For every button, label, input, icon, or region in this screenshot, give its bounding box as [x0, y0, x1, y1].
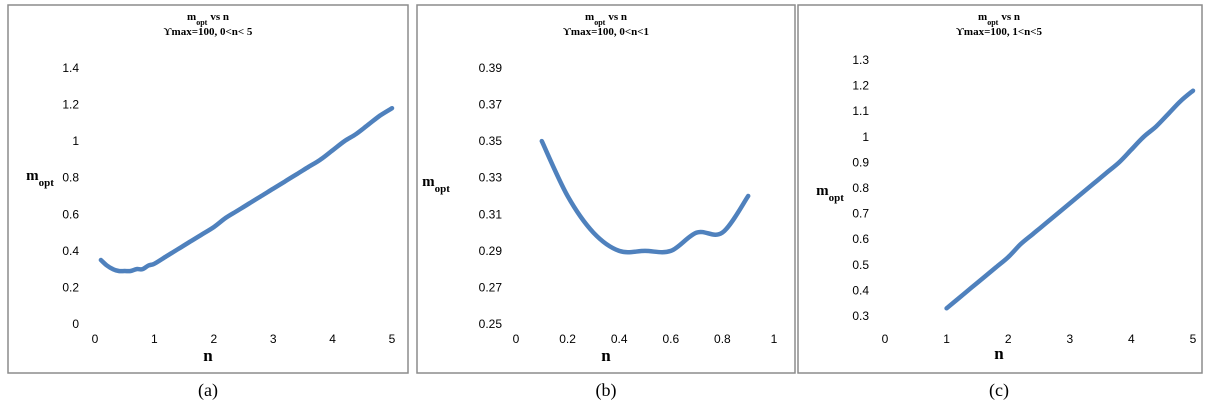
chart-frame [7, 4, 409, 374]
y-tick-label: 0.4 [852, 283, 869, 297]
y-tick-label: 0.6 [62, 207, 79, 221]
x-tick-label: 4 [329, 332, 336, 346]
y-tick-label: 0.33 [479, 171, 503, 185]
y-tick-label: 0.29 [479, 244, 503, 258]
panel-caption: (b) [596, 380, 617, 401]
y-tick-label: 1.4 [62, 61, 79, 75]
y-tick-label: 0.2 [62, 280, 79, 294]
x-axis-label: n [601, 346, 611, 365]
y-tick-label: 0.3 [852, 309, 869, 323]
x-tick-label: 0.4 [611, 332, 628, 346]
series-line [539, 138, 751, 255]
y-tick-label: 0.35 [479, 134, 503, 148]
y-tick-label: 1.1 [852, 104, 869, 118]
x-axis-label: n [203, 346, 213, 365]
x-tick-label: 1 [151, 332, 158, 346]
y-tick-label: 0.25 [479, 317, 503, 331]
y-tick-label: 0.37 [479, 98, 503, 112]
x-tick-label: 5 [1190, 332, 1197, 346]
y-tick-label: 1 [72, 134, 79, 148]
chart-frame [797, 4, 1203, 374]
chart-title: mopt vs n [585, 11, 627, 27]
y-tick-label: 0.8 [852, 181, 869, 195]
x-tick-label: 3 [1066, 332, 1073, 346]
chart-frame [416, 4, 796, 374]
x-tick-label: 4 [1128, 332, 1135, 346]
series-line [944, 88, 1196, 311]
y-axis-label: mopt [422, 174, 450, 195]
x-tick-label: 0 [882, 332, 889, 346]
x-axis-label: n [994, 344, 1004, 363]
panel-caption: (c) [989, 380, 1009, 401]
y-tick-label: 0.9 [852, 155, 869, 169]
y-tick-label: 0 [72, 317, 79, 331]
x-tick-label: 1 [771, 332, 778, 346]
series-line [98, 105, 395, 274]
y-tick-label: 0.5 [852, 258, 869, 272]
y-tick-label: 0.39 [479, 61, 503, 75]
panel-caption: (a) [198, 380, 218, 401]
y-tick-label: 0.8 [62, 171, 79, 185]
y-tick-label: 0.27 [479, 280, 503, 294]
x-tick-label: 5 [389, 332, 396, 346]
chart-title: mopt vs n [187, 11, 229, 27]
chart-title: mopt vs n [978, 11, 1020, 27]
x-tick-label: 0.8 [714, 332, 731, 346]
y-tick-label: 0.4 [62, 244, 79, 258]
chart-subtitle: ϒmax=100, 1<n<5 [956, 26, 1043, 38]
chart-subtitle: ϒmax=100, 0<n< 5 [164, 26, 253, 38]
y-tick-label: 1.3 [852, 53, 869, 67]
y-tick-label: 0.6 [852, 232, 869, 246]
x-tick-label: 3 [270, 332, 277, 346]
chart-subtitle: ϒmax=100, 0<n<1 [563, 26, 649, 38]
y-tick-label: 0.7 [852, 207, 869, 221]
x-tick-label: 0 [92, 332, 99, 346]
y-tick-label: 1.2 [62, 98, 79, 112]
y-tick-label: 0.31 [479, 207, 503, 221]
x-tick-label: 0.6 [662, 332, 679, 346]
y-tick-label: 1.2 [852, 79, 869, 93]
x-tick-label: 0 [513, 332, 520, 346]
x-tick-label: 1 [943, 332, 950, 346]
y-tick-label: 1 [862, 130, 869, 144]
y-axis-label: mopt [26, 168, 54, 189]
x-tick-label: 2 [1005, 332, 1012, 346]
x-tick-label: 0.2 [559, 332, 576, 346]
x-tick-label: 2 [210, 332, 217, 346]
y-axis-label: mopt [816, 183, 844, 204]
